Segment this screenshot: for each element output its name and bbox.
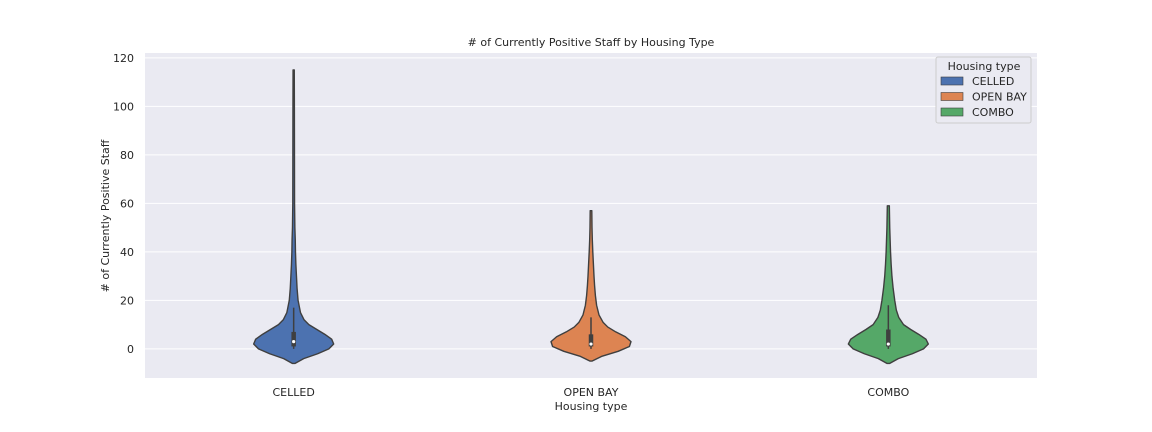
y-tick-label: 0 — [127, 343, 134, 356]
legend-swatch — [940, 107, 964, 117]
y-tick-label: 100 — [113, 100, 134, 113]
chart-title: # of Currently Positive Staff by Housing… — [468, 36, 715, 49]
x-tick-labels: CELLED OPEN BAY COMBO — [273, 386, 910, 399]
legend: Housing type CELLED OPEN BAY COMBO — [935, 56, 1032, 124]
y-tick-label: 20 — [120, 294, 134, 307]
y-tick-label: 120 — [113, 52, 134, 65]
x-axis-title: Housing type — [555, 400, 628, 413]
legend-label: COMBO — [972, 106, 1014, 119]
legend-box — [935, 56, 1032, 124]
legend-label: OPEN BAY — [972, 91, 1027, 104]
y-tick-label: 40 — [120, 246, 134, 259]
legend-title: Housing type — [948, 60, 1021, 73]
violins — [252, 69, 930, 365]
y-tick-label: 80 — [120, 149, 134, 162]
violin-body — [252, 69, 335, 365]
violin-body — [550, 209, 632, 362]
legend-items: CELLED OPEN BAY COMBO — [940, 75, 1027, 119]
y-tick-labels: 0 20 40 60 80 100 120 — [113, 52, 134, 356]
y-axis-title: # of Currently Positive Staff — [99, 139, 112, 292]
violin-median — [886, 342, 890, 346]
x-tick-label: CELLED — [273, 386, 315, 399]
violin-body — [847, 205, 930, 365]
x-tick-label: OPEN BAY — [564, 386, 619, 399]
violin-median — [292, 340, 296, 344]
violin-median — [589, 342, 593, 346]
legend-swatch — [940, 76, 964, 86]
y-tick-label: 60 — [120, 197, 134, 210]
legend-swatch — [940, 92, 964, 101]
legend-label: CELLED — [972, 75, 1014, 88]
x-tick-label: COMBO — [867, 386, 909, 399]
